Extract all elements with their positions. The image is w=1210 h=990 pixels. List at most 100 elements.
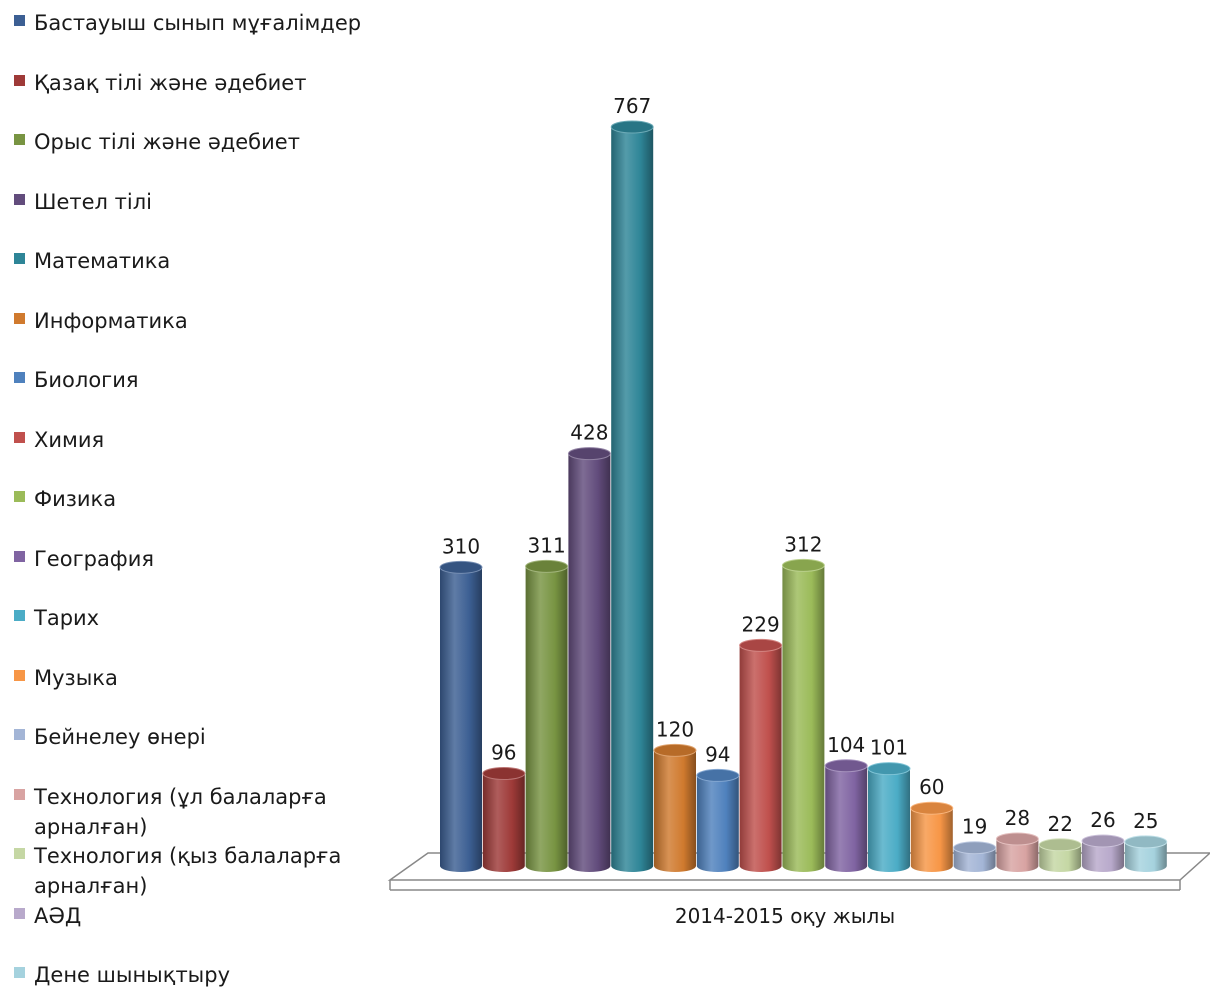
data-label: 60 bbox=[919, 775, 944, 799]
legend-item: Химия bbox=[14, 425, 374, 455]
legend-label: Шетел тілі bbox=[34, 189, 152, 214]
legend-label: Математика bbox=[34, 249, 171, 273]
legend-item: Музыка bbox=[14, 663, 374, 693]
bar-cap bbox=[525, 559, 569, 573]
legend-label: Музыка bbox=[34, 665, 118, 690]
bar-cap bbox=[567, 447, 611, 461]
bar-cap bbox=[1038, 838, 1082, 852]
legend-label: Орыс тілі және әдебиет bbox=[34, 130, 300, 154]
data-label: 229 bbox=[742, 612, 780, 636]
bar-body bbox=[696, 775, 739, 873]
data-label: 25 bbox=[1133, 809, 1158, 833]
legend-item: Информатика bbox=[14, 306, 374, 336]
bar bbox=[1124, 835, 1168, 873]
legend-item: Бейнелеу өнері bbox=[14, 722, 374, 752]
bar-cap bbox=[995, 832, 1039, 846]
bar-body bbox=[440, 567, 482, 872]
legend-swatch bbox=[14, 193, 25, 205]
legend-item: Биология bbox=[14, 365, 374, 395]
bar-body bbox=[1039, 844, 1082, 873]
legend-label: Қазақ тілі және әдебиет bbox=[34, 70, 307, 95]
bar bbox=[525, 559, 569, 873]
legend-label: География bbox=[34, 546, 155, 571]
bar bbox=[1038, 838, 1082, 873]
bar-cap bbox=[739, 638, 783, 652]
legend-item: Дене шынықтыру bbox=[14, 960, 374, 990]
legend-label: Тарих bbox=[34, 606, 100, 630]
bar-cap bbox=[439, 560, 483, 574]
legend-item: Орыс тілі және әдебиет bbox=[14, 127, 374, 157]
legend-label: Бастауыш сынып мұғалімдер bbox=[34, 11, 362, 35]
legend-swatch bbox=[14, 312, 25, 324]
bar bbox=[482, 767, 526, 873]
bar bbox=[567, 447, 611, 873]
data-label: 312 bbox=[784, 532, 822, 556]
bar-cap bbox=[1124, 835, 1168, 849]
legend-item: Физика bbox=[14, 484, 374, 514]
bar-body bbox=[953, 847, 996, 873]
legend-swatch bbox=[14, 134, 25, 145]
legend-item: АӘД bbox=[14, 901, 374, 931]
bar-body bbox=[868, 768, 910, 872]
legend-label: Биология bbox=[34, 368, 139, 392]
data-label: 101 bbox=[870, 736, 908, 760]
legend-item: Бастауыш сынып мұғалімдер bbox=[14, 8, 374, 38]
bar-cap bbox=[953, 841, 997, 855]
data-label: 94 bbox=[705, 742, 730, 766]
data-label-group: 310 96 311 428 767 120 94 229 312 104 101 60 19 28 22 2… bbox=[442, 94, 1159, 839]
legend-item: Тарих bbox=[14, 603, 374, 633]
bar-body bbox=[825, 765, 868, 873]
bar bbox=[439, 560, 483, 872]
bar bbox=[781, 558, 825, 873]
bar bbox=[910, 801, 954, 873]
category-label: 2014-2015 оқу жылы bbox=[675, 904, 895, 928]
legend-label: Химия bbox=[34, 427, 105, 452]
data-label: 96 bbox=[491, 741, 516, 765]
data-label: 767 bbox=[613, 94, 651, 118]
data-label: 104 bbox=[827, 733, 865, 757]
bar-cap bbox=[824, 759, 868, 773]
bar-body bbox=[611, 127, 654, 873]
bar bbox=[953, 841, 997, 873]
bar-body bbox=[654, 750, 696, 872]
data-label: 22 bbox=[1047, 812, 1072, 836]
bar bbox=[653, 743, 697, 872]
chart-legend: Бастауыш сынып мұғалімдер Қазақ тілі және… bbox=[0, 0, 380, 989]
legend-label: Технология (ұл балаларға арналған) bbox=[34, 784, 327, 839]
legend-label: Дене шынықтыру bbox=[34, 963, 231, 987]
bar bbox=[824, 759, 868, 873]
legend-item: Қазақ тілі және әдебиет bbox=[14, 68, 374, 98]
bar bbox=[995, 832, 1039, 873]
legend-label: Бейнелеу өнері bbox=[34, 725, 206, 749]
bar bbox=[610, 120, 654, 873]
bar-body bbox=[782, 565, 825, 873]
bar bbox=[739, 638, 783, 873]
legend-swatch bbox=[14, 431, 25, 443]
legend-swatch bbox=[14, 253, 25, 264]
bar-cap bbox=[653, 743, 697, 757]
bar-body bbox=[525, 566, 568, 873]
legend-swatch bbox=[14, 491, 25, 502]
bar-body bbox=[568, 453, 611, 873]
bar-body bbox=[910, 808, 953, 873]
bar-cap bbox=[482, 767, 526, 781]
legend-label: Технология (қыз балаларға арналған) bbox=[34, 844, 342, 898]
bar-body bbox=[1082, 840, 1124, 872]
legend-label: Физика bbox=[34, 487, 117, 511]
legend-swatch bbox=[14, 372, 25, 383]
legend-item: Математика bbox=[14, 246, 374, 276]
bar-body bbox=[996, 839, 1039, 873]
legend-item: Шетел тілі bbox=[14, 187, 374, 217]
legend-swatch bbox=[14, 610, 25, 621]
data-label: 19 bbox=[962, 815, 987, 839]
legend-swatch bbox=[14, 907, 25, 919]
data-label: 428 bbox=[570, 421, 608, 445]
legend-swatch bbox=[14, 788, 25, 800]
data-label: 26 bbox=[1090, 808, 1115, 832]
legend-swatch bbox=[14, 729, 25, 740]
bar-cap bbox=[696, 768, 740, 782]
bar bbox=[1081, 834, 1125, 872]
bar-cap bbox=[1081, 834, 1125, 848]
data-label: 28 bbox=[1005, 806, 1030, 830]
bar-cap bbox=[910, 801, 954, 815]
